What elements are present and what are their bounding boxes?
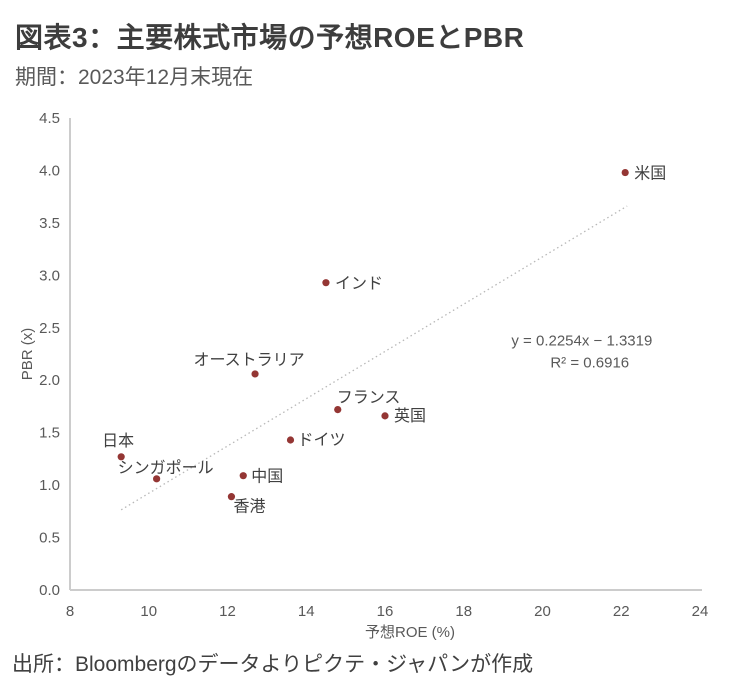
data-point-label: オーストラリア [193, 352, 304, 369]
y-tick-label: 1.0 [39, 477, 60, 494]
data-point-label: 日本 [102, 432, 134, 450]
x-tick-label: 12 [219, 603, 236, 620]
data-point [117, 453, 125, 461]
y-tick-label: 3.5 [39, 215, 60, 232]
data-point-label: ドイツ [298, 432, 346, 449]
trend-line [120, 205, 628, 511]
data-point-label: インド [335, 276, 383, 293]
y-tick-label: 3.0 [39, 267, 60, 284]
x-tick-label: 8 [66, 603, 74, 620]
figure-source: 出所：Bloombergのデータよりピクテ・ジャパンが作成 [12, 653, 534, 676]
scatter-plot: 0.0 0.5 1.0 1.5 2.0 2.5 3.0 3.5 4.0 4.5 8 10 12 14 16 1… [19, 110, 709, 641]
figure-period: 期間：2023年12月末現在 [15, 66, 254, 89]
y-tick-label: 0.0 [39, 582, 60, 599]
y-tick-label: 4.0 [39, 162, 60, 179]
x-tick-label: 16 [377, 603, 394, 620]
data-point-label: 香港 [233, 498, 265, 516]
data-point [239, 472, 247, 480]
y-tick-label: 0.5 [39, 530, 60, 547]
y-tick-label: 1.5 [39, 425, 60, 442]
y-tick-label: 2.0 [39, 372, 60, 389]
y-tick-label: 4.5 [39, 110, 60, 127]
x-tick-label: 22 [613, 603, 630, 620]
trend-equation: y = 0.2254x − 1.3319 [511, 333, 652, 350]
data-point [286, 436, 295, 444]
data-point [251, 370, 259, 378]
x-axis-title: 予想ROE (%) [365, 624, 455, 641]
data-point [621, 168, 629, 177]
x-tick-label: 18 [455, 603, 472, 620]
y-axis-title: PBR (x) [19, 328, 36, 381]
x-tick-label: 10 [140, 603, 157, 620]
data-point [334, 405, 342, 414]
x-tick-label: 24 [692, 603, 709, 620]
x-tick-label: 20 [534, 603, 551, 620]
figure-title: 図表3：主要株式市場の予想ROEとPBR [15, 22, 525, 53]
y-tick-label: 2.5 [39, 320, 60, 337]
data-point [322, 279, 330, 287]
trend-r2: R² = 0.6916 [550, 355, 629, 372]
data-point-label: 米国 [634, 165, 666, 183]
data-point-label: 中国 [251, 468, 283, 486]
data-point-label: 英国 [394, 407, 426, 425]
data-point [227, 493, 236, 501]
data-point [381, 412, 389, 420]
data-point [153, 475, 161, 483]
data-point-label: フランス [337, 390, 401, 407]
data-point-label: シンガポール [118, 459, 214, 477]
x-tick-label: 14 [298, 603, 315, 620]
